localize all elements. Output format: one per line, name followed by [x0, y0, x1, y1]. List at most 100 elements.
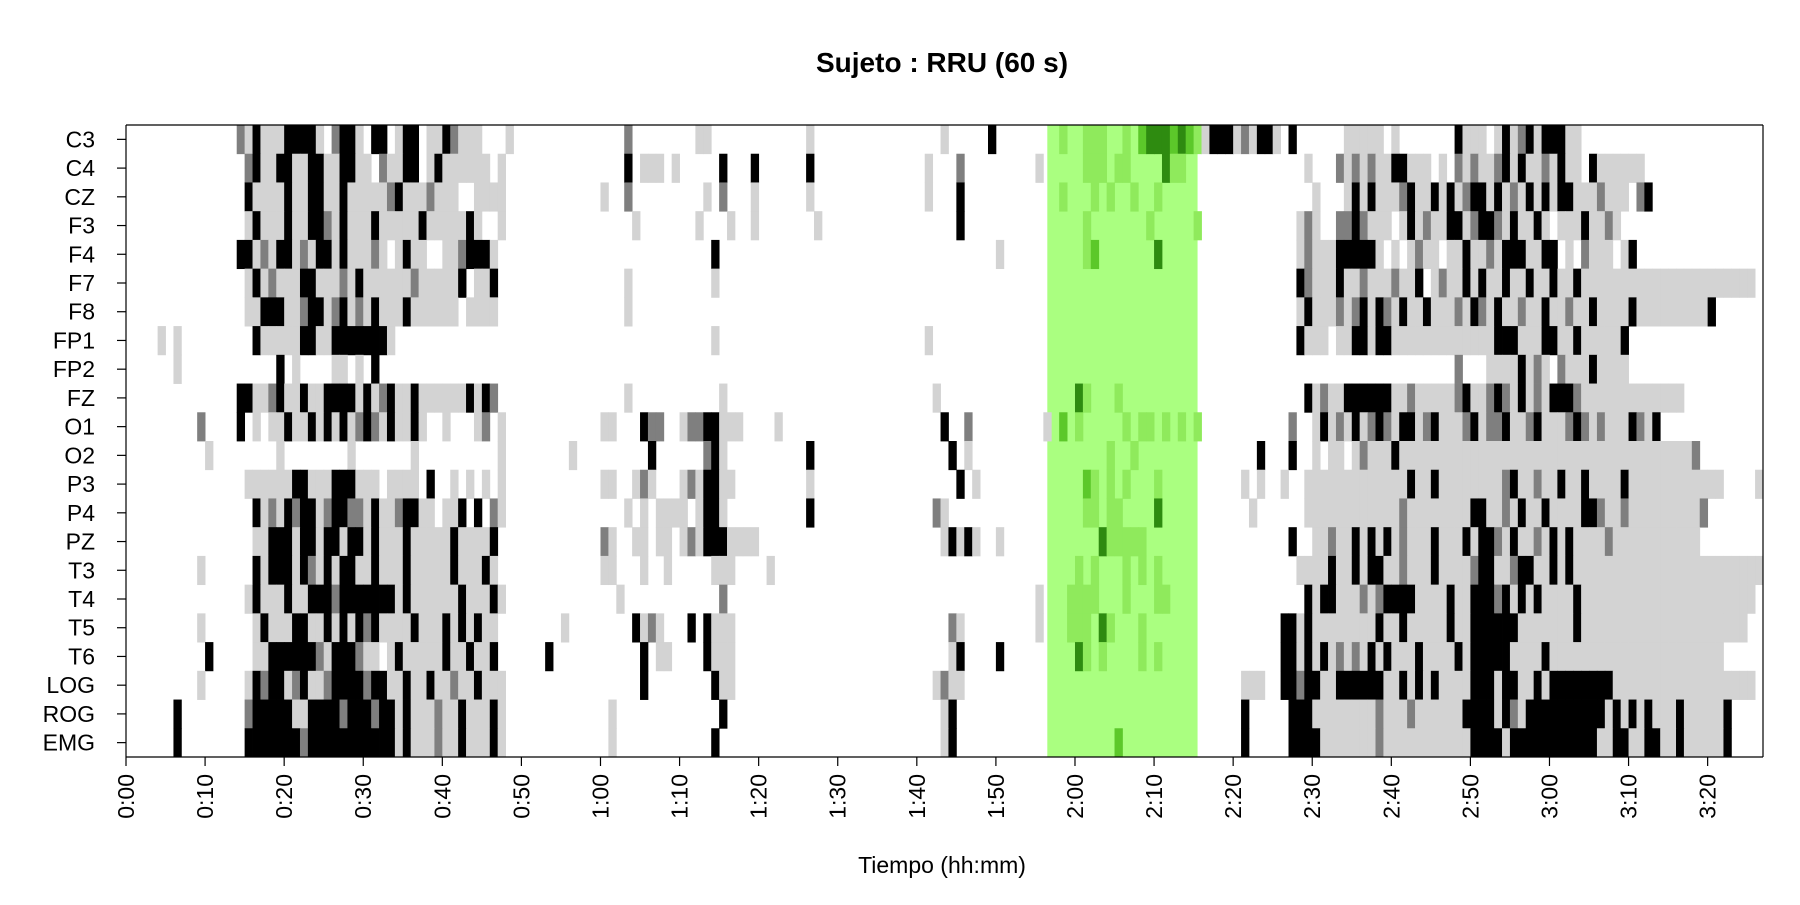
heatmap-cell	[260, 326, 269, 356]
heatmap-cell	[1557, 642, 1566, 672]
heatmap-cell	[1494, 125, 1503, 155]
heatmap-cell	[1628, 670, 1637, 700]
y-tick-label: P4	[67, 500, 95, 526]
heatmap-cell	[1573, 469, 1582, 499]
heatmap-cell	[473, 642, 483, 672]
heatmap-cell	[1304, 584, 1313, 614]
heatmap-cell	[1430, 498, 1440, 528]
heatmap-cell	[1636, 613, 1645, 643]
heatmap-cell	[355, 412, 364, 442]
heatmap-cell	[442, 383, 451, 413]
heatmap-cell	[1399, 153, 1408, 183]
heatmap-cell	[750, 182, 760, 212]
heatmap-cell	[1082, 383, 1092, 413]
heatmap-cell	[1509, 326, 1519, 356]
heatmap-cell	[1612, 326, 1622, 356]
heatmap-cell	[1335, 268, 1345, 298]
heatmap-cell	[497, 412, 506, 442]
heatmap-cell	[711, 613, 720, 643]
heatmap-cell	[1620, 584, 1629, 614]
heatmap-cell	[394, 613, 404, 643]
heatmap-cell	[426, 153, 435, 183]
heatmap-cell	[1304, 498, 1313, 528]
heatmap-cell	[276, 613, 285, 643]
heatmap-cell	[1391, 527, 1400, 557]
heatmap-cell	[1628, 441, 1637, 471]
heatmap-cell	[1612, 584, 1622, 614]
heatmap-cell	[371, 268, 380, 298]
heatmap-cell	[466, 239, 475, 270]
heatmap-cell	[640, 642, 649, 672]
heatmap-cell	[711, 326, 720, 356]
heatmap-cell	[932, 498, 941, 528]
heatmap-cell	[276, 211, 285, 241]
heatmap-cell	[473, 412, 483, 442]
heatmap-cell	[1383, 182, 1392, 212]
heatmap-cell	[1612, 153, 1622, 183]
heatmap-cell	[489, 699, 499, 729]
heatmap-cell	[331, 527, 340, 557]
heatmap-cell	[1438, 699, 1448, 729]
heatmap-cell	[1304, 728, 1313, 758]
heatmap-cell	[1462, 699, 1471, 729]
heatmap-cell	[473, 383, 483, 413]
heatmap-cell	[450, 383, 459, 413]
heatmap-cell	[410, 211, 420, 241]
heatmap-cell	[1335, 211, 1345, 241]
heatmap-cell	[1304, 239, 1313, 270]
heatmap-cell	[1304, 670, 1313, 700]
heatmap-cell	[1628, 412, 1637, 442]
heatmap-cell	[379, 584, 388, 614]
heatmap-cell	[173, 326, 182, 356]
heatmap-cell	[1328, 239, 1337, 270]
heatmap-cell	[315, 268, 325, 298]
heatmap-cell	[458, 527, 467, 557]
heatmap-cell	[727, 642, 736, 672]
heatmap-cell	[1549, 642, 1558, 672]
heatmap-cell	[355, 728, 364, 758]
heatmap-cell	[363, 268, 372, 298]
heatmap-cell	[1320, 699, 1329, 729]
heatmap-cell	[1573, 383, 1582, 413]
heatmap-cell	[806, 125, 815, 155]
heatmap-cell	[402, 125, 412, 155]
heatmap-cell	[442, 728, 451, 758]
heatmap-cell	[1620, 182, 1629, 212]
heatmap-cell	[711, 670, 720, 700]
heatmap-cell	[1683, 584, 1693, 614]
heatmap-cell	[481, 469, 491, 499]
heatmap-cell	[458, 268, 467, 298]
heatmap-cell	[1644, 441, 1653, 471]
heatmap-cell	[276, 527, 285, 557]
heatmap-cell	[323, 642, 333, 672]
heatmap-cell	[1367, 383, 1376, 413]
heatmap-cell	[268, 670, 277, 700]
heatmap-cell	[1367, 699, 1376, 729]
heatmap-cell	[1288, 527, 1297, 557]
heatmap-cell	[1312, 211, 1321, 241]
heatmap-cell	[1383, 412, 1392, 442]
heatmap-cell	[1596, 699, 1606, 729]
heatmap-cell	[1462, 555, 1471, 586]
heatmap-cell	[1407, 412, 1416, 442]
heatmap-cell	[347, 182, 356, 212]
heatmap-cell	[1335, 613, 1345, 643]
heatmap-cell	[394, 498, 404, 528]
heatmap-cell	[711, 441, 720, 471]
heatmap-cell	[1596, 297, 1606, 327]
heatmap-cell	[1581, 728, 1590, 758]
heatmap-cell	[1533, 670, 1542, 700]
heatmap-cell	[1043, 412, 1052, 442]
heatmap-cell	[1612, 211, 1622, 241]
heatmap-cell	[1399, 326, 1408, 356]
heatmap-cell	[1430, 728, 1440, 758]
y-tick-label: C3	[66, 126, 95, 152]
heatmap-cell	[1533, 642, 1542, 672]
heatmap-cell	[363, 412, 372, 442]
heatmap-cell	[1422, 211, 1432, 241]
heatmap-cell	[276, 268, 285, 298]
heatmap-cell	[1438, 584, 1448, 614]
heatmap-cell	[410, 153, 420, 183]
heatmap-cell	[1660, 670, 1669, 700]
heatmap-cell	[727, 469, 736, 499]
